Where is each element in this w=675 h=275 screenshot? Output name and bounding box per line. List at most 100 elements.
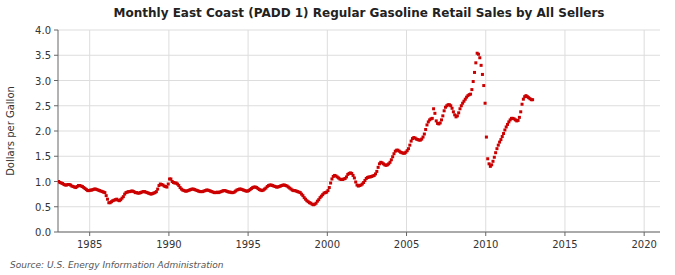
point (165, 186, 168, 189)
point (501, 135, 504, 138)
y-tick-label: 3.0 (35, 76, 51, 87)
y-tick-label: 0.5 (35, 202, 51, 213)
point (502, 132, 505, 135)
point (477, 53, 480, 56)
y-tick-label: 4.0 (35, 25, 51, 36)
grid-line-x (644, 30, 645, 232)
grid-line-y (58, 181, 660, 182)
grid-line-y (58, 232, 660, 233)
point (519, 110, 522, 113)
title: Monthly East Coast (PADD 1) Regular Gaso… (114, 6, 605, 20)
point (484, 102, 487, 105)
annotation: Source: U.S. Energy Information Administ… (10, 260, 224, 270)
point (451, 107, 454, 110)
point (441, 114, 444, 117)
point (473, 71, 476, 74)
y-tick (54, 156, 58, 157)
y-axis-label: Dollars per Gallon (5, 86, 16, 176)
grid-line-x (168, 30, 169, 232)
grid-line-y (58, 30, 660, 31)
point (326, 189, 329, 192)
y-tick (54, 80, 58, 81)
x-tick (248, 232, 249, 236)
point (482, 84, 485, 87)
point (456, 114, 459, 117)
point (494, 151, 497, 154)
point (103, 191, 106, 194)
point (518, 116, 521, 119)
point (491, 160, 494, 163)
point (495, 147, 498, 150)
grid-line-x (327, 30, 328, 232)
point (156, 188, 159, 191)
x-tick (168, 232, 169, 236)
y-tick-label: 1.0 (35, 177, 51, 188)
x-tick (644, 232, 645, 236)
y-tick (54, 181, 58, 182)
point (485, 136, 488, 139)
x-tick (406, 232, 407, 236)
grid-line-x (89, 30, 90, 232)
point (390, 158, 393, 161)
grid-line-y (58, 206, 660, 207)
point (472, 80, 475, 83)
x-tick (327, 232, 328, 236)
x-tick-label: 1990 (156, 239, 181, 250)
point (431, 117, 434, 120)
x-tick-label: 2010 (473, 239, 498, 250)
y-tick-label: 1.5 (35, 151, 51, 162)
grid-line-y (58, 105, 660, 106)
point (328, 186, 331, 189)
point (443, 109, 446, 112)
x-tick (485, 232, 486, 236)
x-axis-line (58, 232, 660, 233)
point (354, 181, 357, 184)
grid-line-y (58, 156, 660, 157)
point (375, 170, 378, 173)
point (452, 110, 455, 113)
point (486, 157, 489, 160)
x-tick (564, 232, 565, 236)
point (377, 166, 380, 169)
point (353, 176, 356, 179)
point (425, 123, 428, 126)
point (422, 136, 425, 139)
point (478, 56, 481, 59)
y-tick (54, 55, 58, 56)
x-tick-label: 1995 (235, 239, 260, 250)
y-tick-label: 2.0 (35, 126, 51, 137)
point (531, 98, 534, 101)
point (469, 93, 472, 96)
point (440, 118, 443, 121)
point (470, 88, 473, 91)
point (521, 103, 524, 106)
grid-line-x (406, 30, 407, 232)
grid-line-x (564, 30, 565, 232)
y-tick (54, 105, 58, 106)
points (58, 52, 534, 207)
point (481, 73, 484, 76)
point (433, 112, 436, 115)
point (432, 107, 435, 110)
y-tick-label: 2.5 (35, 101, 51, 112)
y-tick (54, 232, 58, 233)
point (497, 144, 500, 147)
point (408, 144, 411, 147)
point (329, 182, 332, 185)
grid (58, 30, 660, 232)
grid-line-y (58, 131, 660, 132)
point (407, 147, 410, 150)
point (490, 163, 493, 166)
point (423, 133, 426, 136)
point (391, 155, 394, 158)
x-tick-label: 1985 (77, 239, 102, 250)
point (106, 198, 109, 201)
y-axis-line (58, 30, 59, 232)
point (105, 194, 108, 197)
x-tick-label: 2020 (631, 239, 656, 250)
point (458, 107, 461, 110)
point (517, 119, 520, 122)
y-tick-label: 3.5 (35, 50, 51, 61)
grid-line-x (248, 30, 249, 232)
axes: 0.00.51.01.52.02.53.03.54.01985199019952… (35, 25, 660, 250)
